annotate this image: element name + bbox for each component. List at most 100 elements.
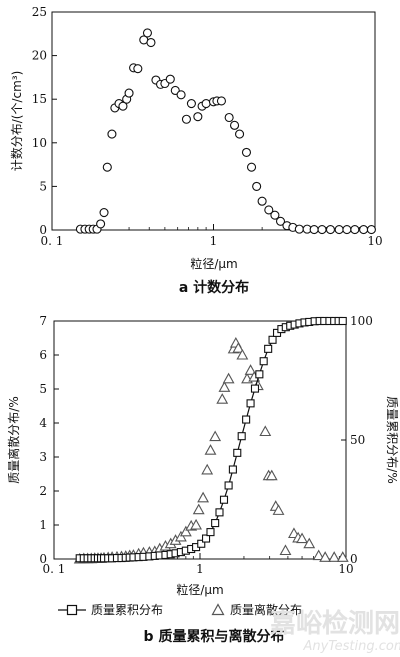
chart-a-caption: a 计数分布	[179, 279, 249, 296]
discrete-point	[218, 381, 231, 392]
watermark-main-text: 嘉峪检测网	[270, 608, 400, 639]
chart-a-y-axis: 0 5 10 15 20 25	[32, 5, 57, 237]
y2-tick-label: 50	[350, 433, 365, 447]
y-tick-label: 1	[39, 518, 47, 532]
cumulative-point	[233, 448, 242, 457]
chart-b-cumulative-series	[75, 316, 347, 563]
chart-b-y-axis-label: 质量离散分布/%	[6, 396, 21, 483]
count-point	[165, 74, 175, 84]
discrete-point	[272, 504, 285, 515]
cumulative-point	[219, 495, 229, 504]
legend-discrete-label: 质量离散分布	[230, 602, 302, 617]
count-point	[118, 101, 128, 111]
y-tick-label: 0	[39, 552, 47, 566]
discrete-point	[179, 525, 192, 537]
count-point	[193, 112, 203, 122]
legend-cumulative-label: 质量累积分布	[91, 603, 163, 617]
count-point	[124, 88, 134, 98]
discrete-point	[216, 393, 229, 404]
y2-tick-label: 100	[350, 314, 373, 328]
count-point	[264, 205, 274, 215]
discrete-point	[201, 463, 214, 475]
y-tick-label: 4	[39, 416, 47, 430]
chart-b-left-y-axis: 0 1 2 3 4 5 6 7	[39, 314, 59, 566]
discrete-point	[190, 518, 203, 530]
y-tick-label: 3	[39, 450, 47, 464]
discrete-point	[236, 348, 249, 360]
discrete-point	[222, 372, 235, 384]
chart-a-data-points	[75, 28, 376, 235]
discrete-point	[244, 364, 257, 375]
discrete-point	[319, 551, 332, 562]
discrete-point	[296, 532, 308, 544]
chart-a-y-axis-label: 计数分布/(个/cm³)	[9, 71, 24, 172]
count-point	[246, 162, 257, 172]
count-point	[294, 224, 304, 234]
x-tick-label: 10	[338, 562, 353, 576]
y-tick-label: 5	[39, 179, 47, 193]
x-tick-label: 0. 1	[43, 562, 66, 576]
count-point	[176, 90, 186, 100]
count-point	[270, 210, 280, 220]
discrete-point	[265, 469, 278, 481]
count-point	[325, 225, 336, 235]
cumulative-point	[242, 415, 251, 424]
y-tick-label: 5	[39, 382, 47, 396]
count-point	[107, 129, 117, 139]
cumulative-point	[197, 539, 206, 548]
count-point	[224, 112, 234, 123]
count-point	[334, 225, 344, 235]
count-point	[359, 225, 369, 235]
y2-tick-label: 0	[350, 552, 358, 566]
count-point	[235, 129, 245, 139]
cumulative-point	[211, 519, 220, 528]
count-point	[133, 64, 143, 74]
mass-distribution-chart: 0 1 2 3 4 5 6 7 0 50 100 0. 1 1 10 质量离散分布/% 质量累积分布/…	[6, 314, 399, 645]
cumulative-point	[255, 370, 264, 379]
count-point	[181, 114, 192, 124]
x-tick-label: 0. 1	[41, 234, 64, 248]
y-tick-label: 6	[39, 348, 47, 362]
y-tick-label: 2	[39, 484, 47, 498]
count-point	[99, 208, 109, 218]
count-point	[350, 225, 360, 235]
discrete-point	[174, 530, 187, 542]
y-tick-label: 15	[32, 92, 47, 106]
cumulative-point	[246, 399, 255, 408]
chart-b-x-axis-label: 粒径/μm	[176, 582, 223, 597]
count-point	[309, 225, 319, 235]
count-point	[96, 219, 106, 229]
count-distribution-chart: 0 5 10 15 20 25 0. 1 1 10 计数分布/(个/cm³) 粒径/μm a …	[9, 5, 383, 296]
chart-b-legend: 质量累积分布 质量离散分布	[58, 602, 302, 617]
cumulative-point	[201, 534, 211, 543]
discrete-point	[192, 503, 205, 515]
y-tick-label: 7	[39, 314, 47, 328]
discrete-point	[209, 430, 222, 442]
count-point	[142, 28, 153, 38]
count-point	[216, 96, 226, 106]
count-point	[229, 120, 240, 130]
y-tick-label: 25	[32, 5, 47, 19]
chart-b-caption: b 质量累积与离散分布	[144, 628, 285, 645]
x-tick-label: 1	[210, 234, 218, 248]
cumulative-point	[237, 432, 246, 441]
cumulative-point	[215, 508, 224, 517]
cumulative-point	[224, 481, 233, 490]
chart-b-right-y-axis: 0 50 100	[341, 314, 373, 566]
discrete-point	[204, 444, 217, 455]
count-point	[241, 147, 252, 157]
legend-cumulative-square-marker	[66, 604, 78, 616]
y-tick-label: 10	[32, 136, 47, 150]
cumulative-point	[228, 465, 237, 474]
cumulative-point	[338, 316, 347, 326]
count-point	[257, 196, 267, 206]
legend-discrete-triangle-marker	[211, 603, 225, 616]
cumulative-point	[259, 357, 268, 366]
x-tick-label: 10	[367, 234, 382, 248]
count-point	[201, 99, 211, 109]
discrete-point	[336, 551, 349, 562]
chart-b-y2-axis-label: 质量累积分布/%	[385, 396, 399, 483]
cumulative-point	[206, 528, 215, 537]
cumulative-point	[264, 344, 273, 353]
